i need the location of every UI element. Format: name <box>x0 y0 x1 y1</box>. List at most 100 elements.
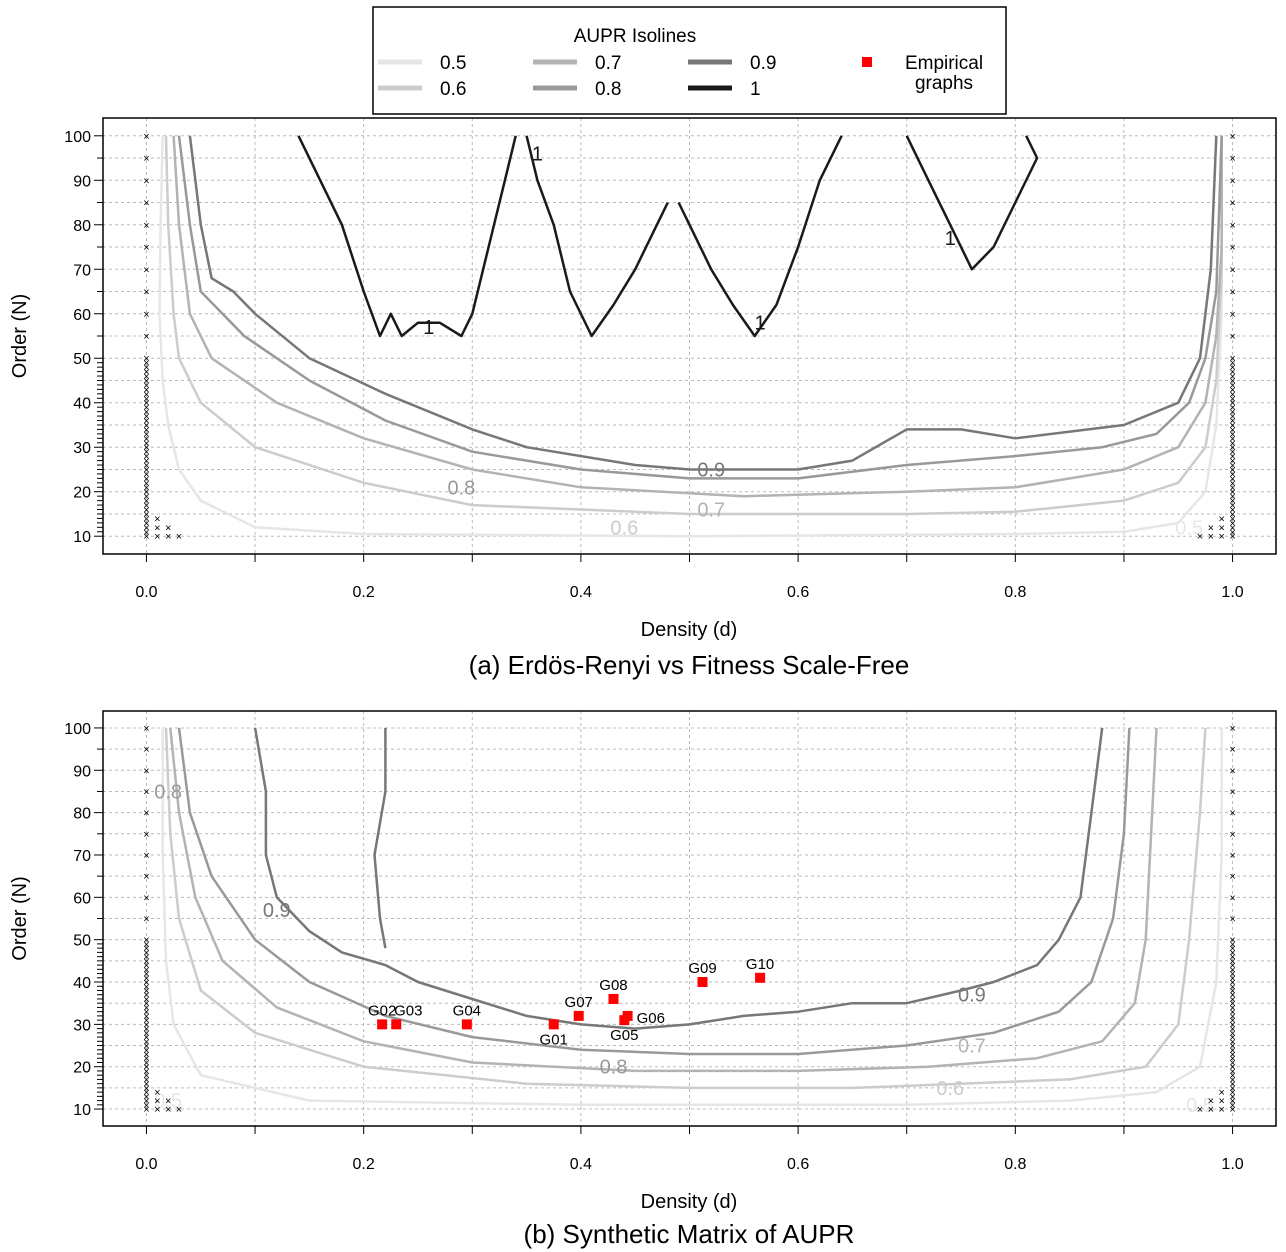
x-tick-label: 0.2 <box>353 584 375 601</box>
excluded-marker: × <box>1229 1091 1235 1103</box>
excluded-marker: × <box>1229 287 1235 299</box>
empirical-label-G05: G05 <box>610 1027 638 1044</box>
excluded-marker: × <box>1229 829 1235 841</box>
empirical-point-G02 <box>377 1019 388 1030</box>
excluded-marker: × <box>1229 522 1235 534</box>
y-tick-label: 100 <box>64 129 91 146</box>
excluded-marker: × <box>1229 384 1235 396</box>
excluded-marker: × <box>1229 353 1235 365</box>
y-tick-label: 80 <box>73 806 91 823</box>
excluded-marker: × <box>154 513 160 525</box>
excluded-marker: × <box>1229 990 1235 1002</box>
excluded-marker: × <box>143 1074 149 1086</box>
excluded-marker: × <box>1229 939 1235 951</box>
excluded-marker: × <box>1229 513 1235 525</box>
excluded-marker: × <box>143 1096 149 1108</box>
excluded-marker: × <box>1229 407 1235 419</box>
excluded-marker: × <box>1229 389 1235 401</box>
isoline-1 <box>905 135 1039 271</box>
excluded-marker: × <box>143 496 149 508</box>
excluded-marker: × <box>1229 527 1235 539</box>
empirical-label-G01: G01 <box>540 1031 568 1048</box>
excluded-marker: × <box>1218 1104 1224 1116</box>
excluded-marker: × <box>143 513 149 525</box>
excluded-marker: × <box>1197 531 1203 543</box>
excluded-marker: × <box>1229 1041 1235 1053</box>
excluded-marker: × <box>143 309 149 321</box>
x-tick-label: 0.8 <box>1004 1156 1026 1173</box>
excluded-marker: × <box>143 509 149 521</box>
excluded-marker: × <box>143 287 149 299</box>
excluded-marker: × <box>1229 914 1235 926</box>
excluded-marker: × <box>1208 1104 1214 1116</box>
isoline-0.9 <box>373 727 387 949</box>
excluded-marker: × <box>1218 531 1224 543</box>
panel-caption-a: (a) Erdös-Renyi vs Fitness Scale-Free <box>469 650 910 680</box>
y-axis-label-a: Order (N) <box>9 294 31 378</box>
excluded-marker: × <box>1229 451 1235 463</box>
empirical-label-G09: G09 <box>688 960 716 977</box>
legend-label-0.9: 0.9 <box>750 53 776 74</box>
excluded-marker: × <box>143 1066 149 1078</box>
excluded-marker: × <box>1229 786 1235 798</box>
excluded-marker: × <box>143 1100 149 1112</box>
excluded-marker: × <box>1229 1074 1235 1086</box>
excluded-marker: × <box>143 1002 149 1014</box>
y-tick-label: 40 <box>73 396 91 413</box>
y-tick-label: 90 <box>73 763 91 780</box>
excluded-marker: × <box>143 411 149 423</box>
excluded-marker: × <box>143 482 149 494</box>
excluded-marker: × <box>154 1104 160 1116</box>
excluded-marker: × <box>143 1062 149 1074</box>
excluded-marker: × <box>1229 367 1235 379</box>
excluded-marker: × <box>143 960 149 972</box>
excluded-marker: × <box>1229 464 1235 476</box>
excluded-marker: × <box>165 522 171 534</box>
excluded-marker: × <box>1229 1015 1235 1027</box>
excluded-marker: × <box>1229 198 1235 210</box>
excluded-marker: × <box>1229 482 1235 494</box>
excluded-marker: × <box>1229 850 1235 862</box>
excluded-marker: × <box>1229 220 1235 232</box>
contour-label: 0.9 <box>958 985 986 1007</box>
x-tick-label: 0.4 <box>570 584 592 601</box>
excluded-marker: × <box>143 429 149 441</box>
contour-label: 1 <box>423 317 434 339</box>
isoline-0.7 <box>172 135 1223 498</box>
x-tick-label: 0.8 <box>1004 584 1026 601</box>
excluded-marker: × <box>1229 518 1235 530</box>
excluded-marker: × <box>143 1070 149 1082</box>
isoline-0.9 <box>188 135 1218 471</box>
excluded-marker: × <box>165 531 171 543</box>
excluded-marker: × <box>143 1057 149 1069</box>
panel-b: 0.90.80.90.80.70.60.5 0.5× ×× ×× ×× ×× ×× ×× ×× ×… <box>9 710 1277 1249</box>
excluded-marker: × <box>143 1011 149 1023</box>
excluded-marker: × <box>143 969 149 981</box>
excluded-marker: × <box>1229 985 1235 997</box>
excluded-marker: × <box>1208 531 1214 543</box>
excluded-marker: × <box>154 531 160 543</box>
excluded-marker: × <box>143 527 149 539</box>
excluded-marker: × <box>1208 522 1214 534</box>
excluded-marker: × <box>1229 765 1235 777</box>
empirical-point-G07 <box>573 1010 584 1021</box>
empirical-point-G03 <box>391 1019 402 1030</box>
isoline-0.8 <box>177 135 1223 480</box>
contour-label: 1 <box>945 228 956 250</box>
excluded-marker: × <box>143 981 149 993</box>
excluded-marker: × <box>1229 1083 1235 1095</box>
contour-label: 0.5 <box>1186 1095 1214 1117</box>
excluded-marker: × <box>143 198 149 210</box>
contour-label: 0.8 <box>154 781 182 803</box>
x-tick-label: 0.4 <box>570 1156 592 1173</box>
excluded-marker: × <box>1229 1036 1235 1048</box>
y-tick-label: 70 <box>73 848 91 865</box>
excluded-marker: × <box>1229 1070 1235 1082</box>
isoline-0.5 <box>158 135 1223 538</box>
excluded-marker: × <box>1229 447 1235 459</box>
empirical-point-G06 <box>622 1010 633 1021</box>
excluded-marker: × <box>1229 960 1235 972</box>
excluded-marker: × <box>165 1104 171 1116</box>
excluded-marker: × <box>143 744 149 756</box>
excluded-marker: × <box>1229 411 1235 423</box>
